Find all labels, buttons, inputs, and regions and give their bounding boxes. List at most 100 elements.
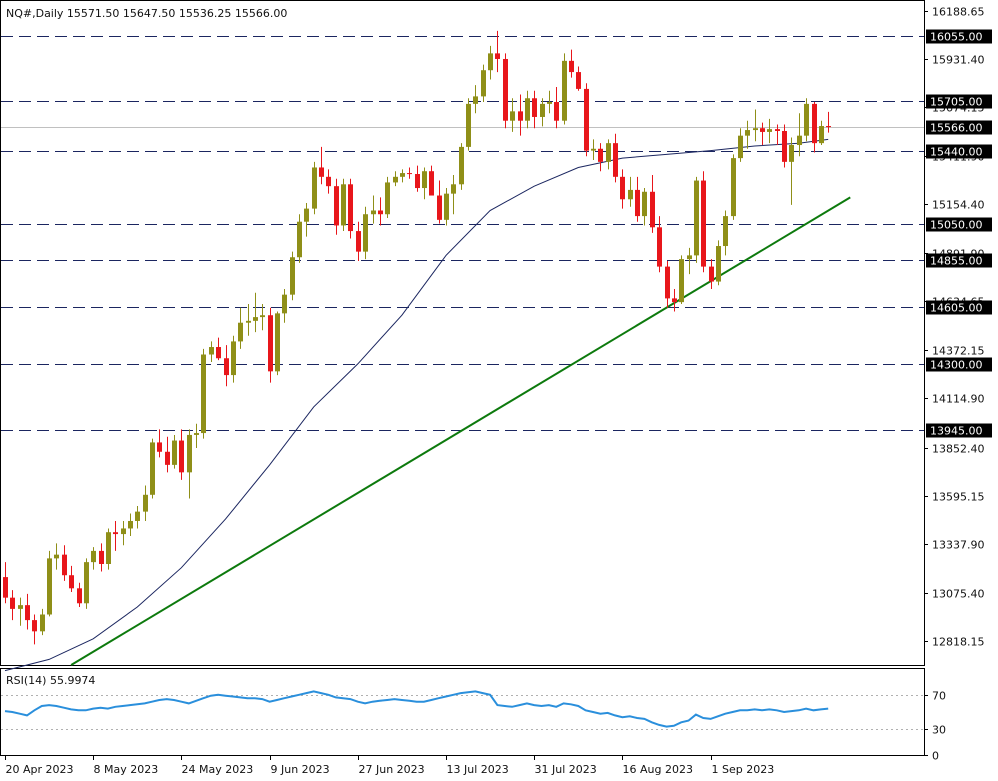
candle-74 <box>547 90 552 114</box>
level-label-box-3 <box>926 217 992 232</box>
candle-79 <box>584 83 589 157</box>
candle-58 <box>429 165 434 196</box>
candle-18 <box>135 506 140 529</box>
candle-44 <box>326 169 331 194</box>
candle-80 <box>591 139 596 160</box>
candle-72 <box>532 90 537 129</box>
candle-89 <box>657 216 662 273</box>
candle-16 <box>121 520 126 546</box>
candle-97 <box>716 240 721 286</box>
candle-110 <box>812 102 817 153</box>
level-label-box-6 <box>926 357 992 372</box>
candle-body-110 <box>812 103 817 144</box>
candle-32 <box>238 307 243 349</box>
candle-body-77 <box>569 60 574 73</box>
candle-91 <box>672 289 677 312</box>
candle-body-64 <box>473 96 478 104</box>
candle-body-51 <box>378 210 383 215</box>
candle-55 <box>407 167 412 179</box>
candle-body-55 <box>407 173 412 175</box>
candle-body-13 <box>99 550 104 564</box>
candle-body-20 <box>150 442 155 495</box>
candle-body-80 <box>591 148 596 151</box>
candle-body-3 <box>25 605 30 621</box>
time-tick-label-8: 1 Sep 2023 <box>712 763 775 776</box>
candle-94 <box>694 176 699 263</box>
candle-81 <box>598 143 603 172</box>
candle-body-67 <box>495 53 500 59</box>
candle-24 <box>179 429 184 480</box>
price-tick-label-1: 15931.40 <box>932 54 985 67</box>
candle-body-25 <box>187 434 192 473</box>
candle-4 <box>32 614 37 645</box>
candle-body-99 <box>731 158 736 217</box>
candle-60 <box>444 188 449 226</box>
candle-body-62 <box>459 146 464 185</box>
price-tick-label-9: 13852.40 <box>932 443 985 456</box>
candle-body-63 <box>466 103 471 147</box>
candle-49 <box>363 206 368 260</box>
candle-body-43 <box>319 167 324 177</box>
candle-88 <box>650 174 655 233</box>
candle-64 <box>473 85 478 114</box>
candle-body-96 <box>709 266 714 282</box>
rsi-line <box>4 690 829 728</box>
candle-27 <box>201 348 206 439</box>
candle-body-93 <box>687 255 692 260</box>
level-label-box-4 <box>926 253 992 268</box>
candle-body-90 <box>665 266 670 299</box>
candle-96 <box>709 259 714 290</box>
candle-body-11 <box>84 562 89 604</box>
candle-body-10 <box>77 588 82 604</box>
candle-body-56 <box>415 174 420 189</box>
candle-41 <box>304 203 309 237</box>
candle-body-37 <box>275 313 280 372</box>
candle-body-74 <box>547 102 552 104</box>
candle-53 <box>393 171 398 187</box>
candle-108 <box>797 113 802 157</box>
candle-36 <box>268 307 273 383</box>
candle-100 <box>738 128 743 162</box>
candle-body-14 <box>106 532 111 564</box>
candle-body-61 <box>451 184 456 194</box>
candle-5 <box>40 608 45 636</box>
candle-body-91 <box>672 298 677 303</box>
candle-38 <box>282 289 287 323</box>
candle-47 <box>348 178 353 239</box>
level-label-5: 14605.00 <box>930 302 983 315</box>
candle-56 <box>415 165 420 192</box>
candle-17 <box>128 513 133 536</box>
candle-50 <box>371 195 376 224</box>
candle-76 <box>562 53 567 125</box>
candle-109 <box>804 98 809 142</box>
candle-14 <box>106 528 111 570</box>
candle-body-69 <box>510 111 515 121</box>
candle-54 <box>400 169 405 183</box>
candle-13 <box>99 543 104 572</box>
candle-body-7 <box>54 554 59 559</box>
candle-29 <box>216 337 221 361</box>
candle-body-57 <box>422 171 427 189</box>
candle-28 <box>209 341 214 362</box>
candle-body-47 <box>348 184 353 232</box>
rsi-tick-label-1: 30 <box>932 724 946 737</box>
candle-body-39 <box>290 257 295 295</box>
candle-21 <box>157 429 162 458</box>
level-labels: 16055.00 15705.00 15440.00 15050.00 14855.00… <box>926 29 992 438</box>
candle-body-26 <box>194 433 199 435</box>
candle-22 <box>165 436 170 473</box>
candle-body-103 <box>760 128 765 132</box>
candle-1 <box>10 590 15 621</box>
candle-body-28 <box>209 347 214 355</box>
candle-2 <box>18 597 23 626</box>
candle-101 <box>745 120 750 149</box>
candle-98 <box>723 210 728 256</box>
candle-106 <box>782 124 787 168</box>
candle-body-100 <box>738 135 743 159</box>
candle-body-73 <box>540 103 545 117</box>
candle-11 <box>84 558 89 609</box>
candle-body-92 <box>679 259 684 303</box>
